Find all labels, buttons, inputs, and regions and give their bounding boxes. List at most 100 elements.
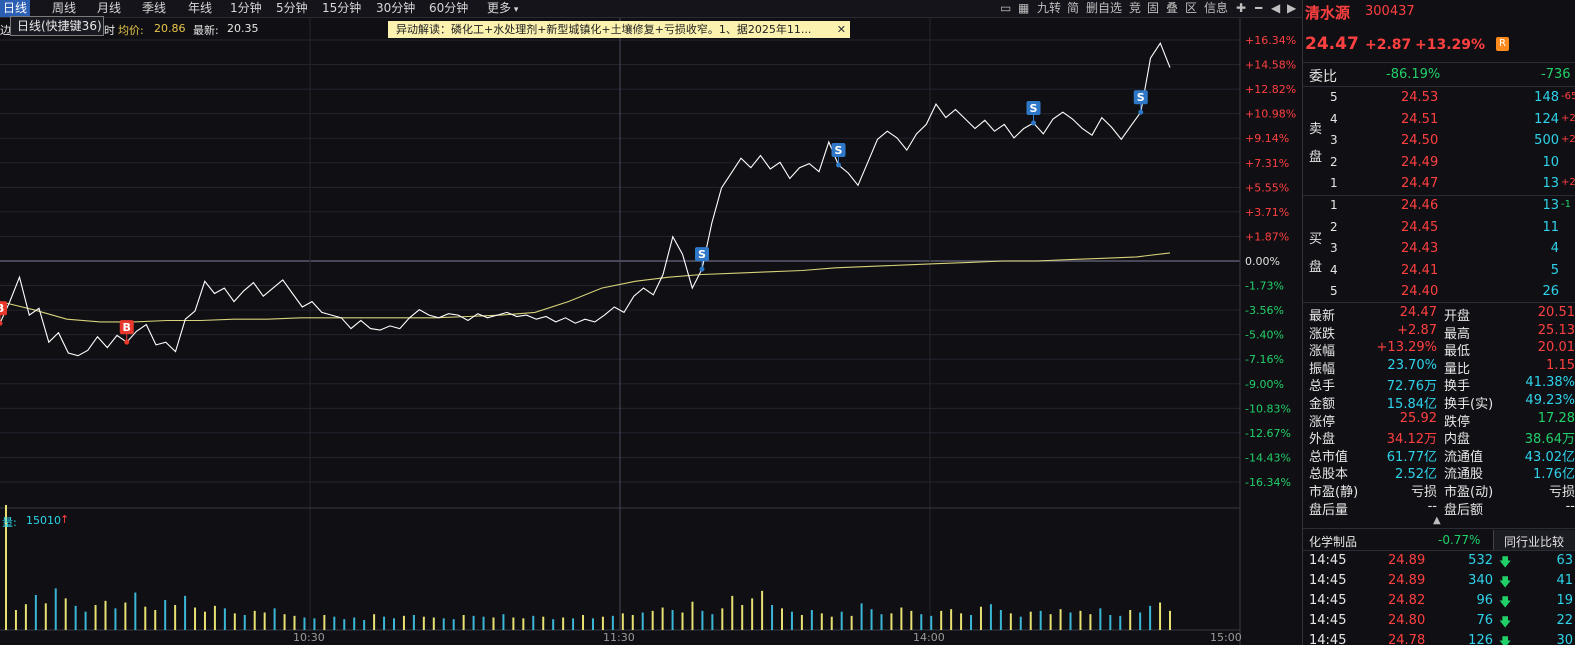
tool-info[interactable]: 信息 — [1204, 1, 1229, 15]
r-badge[interactable]: R — [1496, 37, 1509, 51]
trade-time: 14:45 — [1309, 613, 1347, 628]
stat-label: 最低 — [1444, 344, 1471, 360]
order-level: 2 — [1330, 154, 1338, 169]
order-change: +2 — [1561, 177, 1575, 188]
time-axis: 10:30 11:30 14:00 15:00 — [293, 631, 1242, 644]
tool-jiuzhuan[interactable]: 九转 — [1037, 1, 1062, 15]
order-level: 3 — [1330, 241, 1338, 255]
minus-icon[interactable]: ━ — [1255, 1, 1263, 15]
left-arrow-icon[interactable]: ◀ — [1271, 1, 1281, 15]
pct-tick-label: +16.34% — [1245, 34, 1296, 47]
down-arrow-icon: 🡇 — [1499, 595, 1512, 609]
grid-icon[interactable]: ▦ — [1018, 1, 1030, 15]
order-level: 1 — [1330, 176, 1338, 190]
price-line — [0, 42, 1171, 357]
tab-monthly[interactable]: 月线 — [97, 1, 122, 15]
sell-mark-label: S — [835, 144, 843, 157]
compare-tab[interactable] — [1493, 530, 1575, 550]
trade-price: 24.89 — [1388, 553, 1426, 568]
tab-5min[interactable]: 5分钟 — [276, 1, 308, 15]
sell-mark-label: S — [1030, 102, 1038, 115]
order-price: 24.43 — [1401, 241, 1439, 256]
pct-tick-label: -9.00% — [1245, 378, 1284, 391]
avg-label: 均价: — [118, 24, 144, 37]
order-price: 24.40 — [1401, 284, 1439, 299]
order-level: 4 — [1330, 111, 1338, 126]
order-volume: 148 — [1534, 90, 1559, 105]
time-tick-label: 14:00 — [913, 631, 945, 644]
stat-value: 20.51 — [1537, 305, 1575, 320]
stat-label: 内盘 — [1444, 432, 1471, 448]
trade-volume: 76 — [1476, 613, 1493, 628]
time-tick-label: 15:00 — [1210, 631, 1242, 644]
sector-name[interactable]: 化学制品 — [1309, 535, 1358, 549]
trade-count: 30 — [1556, 633, 1573, 645]
tab-60min[interactable]: 60分钟 — [429, 1, 469, 15]
trade-price: 24.78 — [1388, 633, 1426, 645]
divider — [1303, 62, 1575, 63]
order-volume: 11 — [1542, 219, 1559, 235]
order-change: -657 — [1561, 91, 1575, 102]
trade-price: 24.82 — [1388, 593, 1426, 608]
intraday-chart[interactable]: B B S S S S +16.34% +14.58% +12.82% +10.98% +9.14… — [0, 0, 1302, 645]
collapse-up-icon[interactable]: ▲ — [1433, 515, 1441, 526]
tool-auction[interactable]: 竞 — [1129, 1, 1142, 15]
stat-value: 25.13 — [1537, 322, 1575, 338]
anomaly-alert-banner[interactable]: 异动解读：磷化工+水处理剂+新型城镇化+土壤修复+亏损收窄。1、据2025年11… — [388, 21, 850, 38]
stock-code: 300437 — [1365, 4, 1415, 19]
tab-daily[interactable]: 日线 — [0, 0, 31, 17]
trade-volume: 532 — [1468, 553, 1493, 568]
window-icon[interactable]: ▭ — [1000, 1, 1012, 15]
right-arrow-icon[interactable]: ▶ — [1287, 1, 1297, 15]
stat-label: 流通值 — [1444, 449, 1484, 465]
tab-yearly[interactable]: 年线 — [188, 1, 213, 15]
buy-side-label-1: 买 — [1309, 232, 1323, 247]
order-price: 24.53 — [1401, 90, 1439, 105]
pct-tick-label: +14.58% — [1245, 59, 1296, 72]
trade-time: 14:45 — [1309, 593, 1347, 608]
quote-panel: 清水源 300437 24.47 +2.87 +13.29% R 委比 -86.… — [1302, 0, 1575, 645]
tab-1min[interactable]: 1分钟 — [230, 1, 262, 15]
divider — [1303, 195, 1575, 196]
stat-label: 涨停 — [1309, 414, 1336, 430]
weibi-diff: -736 — [1541, 67, 1571, 82]
pct-tick-label: -7.16% — [1245, 353, 1284, 366]
chart-grid — [0, 18, 1241, 645]
pct-tick-label: +9.14% — [1245, 132, 1289, 145]
stat-label: 总市值 — [1309, 449, 1349, 465]
latest-value: 20.35 — [227, 22, 259, 35]
tool-simple[interactable]: 简 — [1067, 1, 1080, 15]
stat-value: 17.28 — [1537, 410, 1575, 426]
tool-overlay[interactable]: 叠 — [1166, 1, 1179, 15]
close-icon[interactable]: ✕ — [836, 23, 846, 36]
stat-value: 亏损 — [1548, 485, 1575, 500]
tab-quarterly[interactable]: 季线 — [142, 1, 167, 15]
plus-icon[interactable]: ✚ — [1236, 1, 1247, 15]
time-tick-label: 11:30 — [603, 631, 635, 644]
order-price: 24.47 — [1401, 176, 1439, 191]
latest-label: 最新: — [193, 24, 219, 37]
tab-more[interactable]: 更多 ▾ — [487, 0, 518, 17]
sell-mark-badge — [1026, 101, 1041, 116]
pct-tick-label: -5.40% — [1245, 329, 1284, 342]
sell-mark-label: S — [1137, 91, 1145, 104]
stat-value: 34.12万 — [1386, 432, 1437, 448]
pct-tick-label: -10.83% — [1245, 402, 1291, 415]
tab-30min[interactable]: 30分钟 — [376, 1, 416, 15]
trade-price: 24.80 — [1388, 613, 1426, 628]
sell-mark-badge — [695, 247, 709, 262]
order-price: 24.45 — [1401, 219, 1439, 235]
stock-name: 清水源 — [1305, 4, 1351, 22]
sell-mark-badge — [1133, 90, 1148, 105]
tab-weekly[interactable]: 周线 — [52, 1, 77, 15]
trade-price: 24.89 — [1388, 573, 1426, 588]
tool-range[interactable]: 区 — [1185, 1, 1198, 15]
order-volume: 4 — [1550, 241, 1559, 256]
trade-volume: 126 — [1468, 633, 1493, 645]
tool-remove-watchlist[interactable]: 删自选 — [1086, 1, 1123, 15]
stat-label: 总股本 — [1309, 467, 1349, 483]
order-level: 1 — [1330, 198, 1338, 212]
tab-15min[interactable]: 15分钟 — [322, 1, 362, 15]
stat-label: 金额 — [1309, 397, 1336, 412]
tool-pin[interactable]: 固 — [1147, 1, 1160, 15]
